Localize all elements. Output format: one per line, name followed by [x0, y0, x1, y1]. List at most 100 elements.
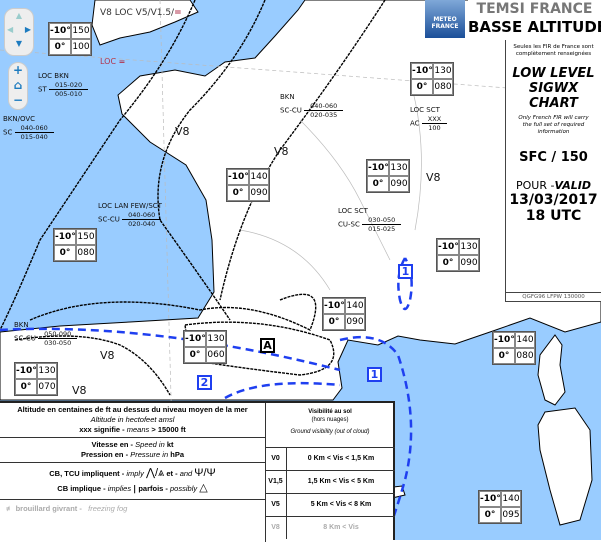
legend-alt-en: Altitude in hectofeet amsl — [90, 415, 175, 424]
isotherm-label: 0° — [227, 185, 249, 201]
altitude-value: 130 — [459, 239, 479, 255]
cloud-label: BKN SC-CU 040-060 020-035 — [280, 93, 344, 119]
chart-info-panel: Seules les FIR de France sont complèteme… — [505, 40, 601, 302]
cloud-base: 020-035 — [310, 111, 338, 119]
legend-cbi-poss-en: possibly — [170, 484, 198, 493]
zone-1-label: 1 — [398, 264, 413, 279]
cloud-type: SC — [3, 128, 13, 137]
isotherm-label: 0° — [184, 347, 206, 363]
cloud-cover: LOC BKN — [38, 72, 69, 80]
top-visibility-label: V8 LOC V5/V1.5/= — [100, 8, 182, 19]
altitude-value: 130 — [206, 331, 226, 347]
isotherm-label: 0° — [49, 39, 71, 55]
legend: Altitude en centaines de ft au dessus du… — [0, 401, 395, 542]
title-line2: BASSE ALTITUDE — [468, 18, 601, 36]
zoom-out-button[interactable]: − — [12, 93, 24, 107]
pan-left-button[interactable]: ◀ — [7, 25, 14, 34]
altitude-value: 080 — [433, 79, 453, 95]
altitude-value: 090 — [389, 176, 409, 192]
cloud-top: XXX — [421, 115, 448, 124]
vis-v8-label: V8 — [274, 145, 289, 158]
cloud-base: 015-025 — [368, 225, 396, 233]
isotherm-label: -10° — [437, 239, 459, 255]
isotherm-label: 0° — [479, 507, 501, 523]
thunderstorm-icon: ꞁ — [133, 482, 137, 494]
cloud-type: CU-SC — [338, 220, 360, 229]
cloud-cover: BKN — [280, 93, 295, 101]
cloud-label: LOC LAN FEW/SCT SC-CU 040-060 020-040 — [98, 202, 162, 228]
altitude-value: 080 — [515, 348, 535, 364]
home-icon[interactable]: ⌂ — [13, 78, 23, 92]
cloud-top: 040-060 — [14, 124, 54, 133]
levels: SFC / 150 — [519, 150, 588, 165]
cloud-type: ST — [38, 85, 47, 94]
valid-en: VALID — [554, 179, 591, 192]
valid-prefix: POUR - — [516, 179, 555, 192]
cloud-type: AC — [410, 119, 420, 128]
freezing-level-box: -10° 130 0° 060 — [183, 330, 227, 364]
cloud-cover: LOC LAN FEW/SCT — [98, 202, 162, 210]
legend-cb-en: imply — [126, 469, 144, 478]
freezing-level-box: -10° 140 0° 090 — [226, 168, 270, 202]
legend-cbi-poss-fr: parfois - — [138, 484, 168, 493]
legend-alt-fr: Altitude en centaines de ft au dessus du… — [17, 405, 248, 414]
legend-cb-and-fr: et - — [166, 469, 178, 478]
vis-range: 0 Km < Vis < 1,5 Km — [307, 455, 375, 462]
vis-row: V0 0 Km < Vis < 1,5 Km — [265, 447, 395, 470]
legend-fog-fr: brouillard givrant - — [15, 504, 82, 513]
cloud-top: 030-050 — [362, 216, 402, 225]
isotherm-label: 0° — [493, 348, 515, 364]
altitude-value: 090 — [345, 314, 365, 330]
vis-code: V8 — [265, 517, 287, 539]
cloud-top: 015-020 — [48, 81, 89, 90]
legend-cbi-fr: CB implique - — [57, 484, 106, 493]
loc-fog-label: LOC = — [100, 57, 125, 67]
freezing-level-box: -10° 150 0° 080 — [53, 228, 97, 262]
freezing-level-box: -10° 140 0° 095 — [478, 490, 522, 524]
cloud-top: 040-060 — [122, 211, 162, 220]
zoom-in-button[interactable]: + — [12, 63, 24, 77]
freezing-level-box: -10° 140 0° 090 — [322, 297, 366, 331]
isotherm-label: -10° — [15, 363, 37, 379]
logo-line2: FRANCE — [431, 23, 459, 30]
vis-sub-fr: (hors nuages) — [311, 417, 349, 423]
hail-icon: △ — [199, 482, 208, 494]
altitude-value: 130 — [37, 363, 57, 379]
cloud-type: SC-CU — [280, 106, 302, 115]
zone-1-label: 1 — [367, 367, 382, 382]
vis-range: 8 Km < Vis — [323, 524, 359, 531]
zoom-control: + ⌂ − — [8, 62, 28, 110]
vis-v8-label: V8 — [426, 171, 441, 184]
pan-right-button[interactable]: ▶ — [24, 25, 31, 34]
fog-symbol-icon: = — [118, 57, 126, 66]
altitude-value: 140 — [249, 169, 269, 185]
valid-time: 18 UTC — [525, 208, 582, 224]
legend-fog-en: freezing fog — [88, 504, 128, 513]
cloud-base: 030-050 — [44, 339, 72, 347]
freezing-level-box: -10° 130 0° 080 — [410, 62, 454, 96]
freezing-level-box: -10° 130 0° 090 — [366, 159, 410, 193]
france-spain-landmass — [0, 0, 601, 401]
vis-v8-label: V8 — [175, 125, 190, 138]
corsica — [537, 334, 566, 406]
vis-title-fr: Visibilité au sol — [308, 409, 352, 415]
bulletin-code: QGFG96 LFPW 130000 — [506, 292, 601, 301]
cloud-type: SC-CU — [14, 334, 36, 343]
loc-text: LOC — [100, 57, 117, 66]
freezing-level-box: -10° 140 0° 080 — [492, 331, 536, 365]
freezing-fog-icon: ≢ — [6, 504, 14, 513]
pan-up-button[interactable]: ▲ — [15, 11, 23, 20]
top-visibility-text: V8 LOC V5/V1.5/ — [100, 8, 175, 18]
altitude-value: 130 — [389, 160, 409, 176]
pan-down-button[interactable]: ▼ — [15, 39, 23, 48]
legend-pres-fr: Pression en - — [81, 450, 129, 459]
vis-v8-label: V8 — [100, 349, 115, 362]
altitude-value: 130 — [433, 63, 453, 79]
valid-label: POUR -VALID — [506, 179, 601, 192]
altitude-value: 090 — [249, 185, 269, 201]
isotherm-label: -10° — [54, 229, 76, 245]
cloud-levels: XXX 100 — [421, 115, 448, 132]
vis-range: 1,5 Km < Vis < 5 Km — [307, 478, 375, 485]
note-fr: Seules les FIR de France sont complèteme… — [513, 44, 594, 57]
cloud-base: 015-040 — [20, 133, 48, 141]
